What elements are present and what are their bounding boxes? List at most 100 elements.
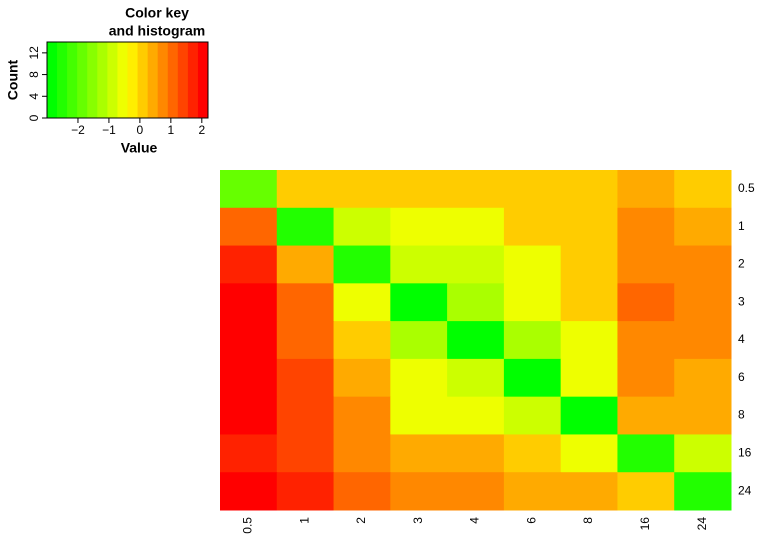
heatmap-cell [503,472,562,511]
key-swatch [157,42,169,118]
row-label: 24 [738,483,752,497]
column-label: 6 [524,517,538,524]
column-label: 0.5 [241,517,255,534]
heatmap-cell [333,358,391,398]
heatmap-cell [220,434,278,473]
heatmap-cell [674,434,732,473]
heatmap-cell [674,170,732,209]
key-swatch [197,42,209,118]
heatmap-cell [674,207,732,247]
heatmap-cell [503,396,562,435]
key-y-tick-label: 12 [27,46,41,60]
heatmap-cell [617,207,675,247]
row-label: 1 [738,219,745,233]
heatmap-cell [276,170,335,209]
heatmap-cell [617,434,675,473]
heatmap-cell [447,358,505,398]
key-y-tick-label: 4 [27,93,41,100]
heatmap-cell [560,396,618,435]
heatmap-cell [447,170,505,209]
key-x-tick-label: 2 [198,123,205,137]
heatmap-cell [447,321,505,360]
heatmap-cell [276,358,335,398]
heatmap-cell [333,396,391,435]
heatmap-cell [674,245,732,284]
heatmap-cell [447,207,505,247]
heatmap-cell [333,283,391,322]
heatmap-cell [276,321,335,360]
heatmap-cell [617,358,675,398]
heatmap-cell [447,283,505,322]
heatmap-cell [560,283,618,322]
heatmap-cell [276,434,335,473]
heatmap-cell [220,170,278,209]
heatmap-cell [617,396,675,435]
key-y-label: Count [5,59,21,100]
heatmap-cell [390,434,448,473]
heatmap-cell [333,321,391,360]
heatmap-cell [617,283,675,322]
heatmap-cell [220,283,278,322]
heatmap-cell [503,207,562,247]
row-label: 6 [738,370,745,384]
key-swatch [167,42,179,118]
heatmap-cell [276,472,335,511]
key-y-tick-label: 8 [27,71,41,78]
heatmap-cell [560,472,618,511]
key-swatch [137,42,149,118]
heatmap-cell [220,472,278,511]
heatmap-cell [560,245,618,284]
heatmap-cell [503,321,562,360]
row-label: 16 [738,446,752,460]
heatmap-cell [390,396,448,435]
heatmap-cell [503,245,562,284]
heatmap-cell [333,472,391,511]
heatmap-cell [674,283,732,322]
heatmap-cell [390,321,448,360]
heatmap-cell [333,245,391,284]
heatmap-cell [220,245,278,284]
key-title: Color key [125,5,189,21]
heatmap-cell [560,321,618,360]
column-label: 2 [354,517,368,524]
key-swatch [47,42,58,118]
column-label: 24 [695,517,709,531]
key-x-label: Value [121,140,158,156]
key-swatch [77,42,88,118]
heatmap-cell [390,472,448,511]
key-swatch [177,42,189,118]
column-label: 4 [468,517,482,524]
heatmap-cell [617,170,675,209]
heatmap-cell [447,434,505,473]
heatmap-cell [276,207,335,247]
heatmap-cell [617,321,675,360]
row-label: 0.5 [738,181,755,195]
key-swatch [117,42,128,118]
heatmap-cell [333,434,391,473]
column-label: 8 [581,517,595,524]
heatmap-cell [560,434,618,473]
heatmap-cell [276,283,335,322]
heatmap-cell [333,207,391,247]
heatmap-cell [674,358,732,398]
heatmap-cell [503,434,562,473]
key-x-tick-label: 0 [137,123,144,137]
column-label: 3 [411,517,425,524]
row-label: 2 [738,257,745,271]
key-swatch [57,42,68,118]
column-label: 1 [297,517,311,524]
heatmap-cell [220,321,278,360]
heatmap-cell [674,396,732,435]
key-swatch [67,42,78,118]
key-swatch [127,42,139,118]
key-swatch [87,42,98,118]
key-swatch [187,42,199,118]
column-label: 16 [638,517,652,531]
heatmap-cell [220,207,278,247]
key-x-tick-label: −1 [102,123,116,137]
key-title: and histogram [109,23,205,39]
heatmap-cell [503,283,562,322]
heatmap-cell [674,321,732,360]
heatmap-cell [390,170,448,209]
